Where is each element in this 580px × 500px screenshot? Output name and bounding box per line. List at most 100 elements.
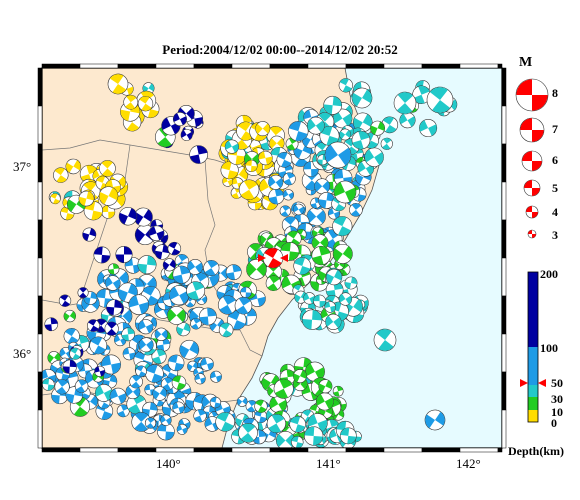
- focal-mechanism-marker: [107, 263, 120, 275]
- focal-mechanism-marker: [282, 189, 294, 201]
- magnitude-label: 4: [552, 205, 558, 219]
- focal-mechanism-marker: [393, 91, 417, 115]
- magnitude-legend: [515, 78, 549, 239]
- focal-mechanism-marker: [107, 73, 129, 95]
- focal-mechanism-marker: [304, 426, 324, 446]
- focal-mechanism-marker: [121, 327, 136, 342]
- focal-mechanism-marker: [301, 309, 323, 330]
- focal-mechanism-marker: [148, 225, 165, 242]
- focal-mechanism-marker: [268, 188, 285, 205]
- focal-mechanism-marker: [288, 120, 309, 142]
- focal-mechanism-marker: [332, 243, 353, 264]
- frame-ticks: [37, 63, 507, 453]
- depth-colorbar-title: Depth(km): [508, 444, 564, 458]
- focal-mechanism-marker: [200, 357, 214, 371]
- focal-mechanism-marker: [303, 292, 316, 305]
- focal-mechanism-marker: [74, 379, 89, 393]
- focal-mechanism-marker: [325, 268, 343, 286]
- magnitude-label: 8: [552, 86, 558, 100]
- focal-mechanism-marker: [217, 295, 238, 315]
- focal-mechanism-marker: [262, 247, 284, 269]
- depth-colorbar: [520, 271, 546, 423]
- focal-mechanism-marker: [58, 294, 72, 307]
- focal-mechanism-marker: [172, 401, 185, 415]
- focal-mechanism-marker: [266, 413, 286, 434]
- focal-mechanism-marker: [344, 276, 358, 290]
- focal-mechanism-marker: [265, 275, 282, 292]
- focal-mechanism-marker: [349, 203, 363, 217]
- colorbar-segment-deep: [528, 272, 538, 347]
- magnitude-legend-symbol: [519, 117, 545, 143]
- focal-mechanism-marker: [104, 321, 119, 336]
- focal-mechanism-marker: [323, 95, 343, 115]
- magnitude-label: 5: [552, 181, 558, 195]
- magnitude-label: 7: [552, 122, 558, 136]
- depth-tick-label: 30: [551, 392, 563, 406]
- focal-mechanism-marker: [311, 245, 331, 266]
- focal-mechanism-marker: [194, 373, 206, 385]
- focal-mechanism-marker: [225, 264, 242, 281]
- focal-mechanism-marker: [351, 130, 371, 150]
- focal-mechanism-marker: [325, 313, 342, 330]
- focal-mechanism-marker: [172, 112, 187, 127]
- y-tick-label: 37°: [13, 159, 32, 174]
- focal-mechanism-marker: [54, 379, 70, 395]
- focal-mechanism-marker: [118, 207, 138, 226]
- focal-mechanism-marker: [318, 379, 333, 394]
- focal-mechanism-marker: [238, 179, 260, 200]
- focal-mechanism-marker: [99, 160, 116, 177]
- magnitude-legend-symbol: [521, 150, 543, 172]
- focal-mechanism-marker: [171, 375, 187, 390]
- focal-mechanism-marker: [193, 409, 207, 423]
- focal-mechanism-marker: [160, 377, 175, 391]
- focal-mechanism-marker: [42, 378, 55, 391]
- focal-mechanism-marker: [101, 354, 121, 375]
- magnitude-legend-title: M: [519, 55, 533, 70]
- focal-mechanism-marker: [179, 339, 200, 360]
- focal-mechanism-marker: [122, 347, 136, 361]
- focal-mechanism-marker: [126, 394, 147, 415]
- focal-mechanism-marker: [269, 395, 288, 414]
- focal-mechanism-marker: [49, 193, 61, 205]
- focal-mechanism-marker: [215, 411, 236, 432]
- magnitude-label: 6: [552, 153, 558, 167]
- mainshock-pointer: [258, 254, 266, 262]
- focal-mechanism-marker: [338, 292, 353, 306]
- focal-mechanism-marker: [315, 392, 334, 411]
- focal-mechanism-marker: [258, 150, 273, 166]
- focal-mechanism-marker: [138, 337, 154, 353]
- focal-mechanism-marker: [273, 378, 294, 399]
- focal-mechanism-marker: [69, 347, 82, 360]
- focal-mechanism-marker: [123, 94, 139, 110]
- magnitude-legend-symbol: [523, 179, 541, 197]
- magnitude-legend-symbol: [525, 205, 539, 219]
- focal-mechanism-marker: [245, 400, 258, 413]
- focal-mechanism-marker: [63, 327, 80, 345]
- focal-mechanism-marker: [109, 387, 127, 405]
- focal-mechanism-marker: [131, 412, 152, 432]
- focal-mechanism-marker: [419, 119, 438, 138]
- focal-mechanism-marker: [370, 120, 385, 136]
- focal-mechanism-marker: [77, 287, 89, 299]
- focal-mechanism-marker: [291, 435, 304, 448]
- focal-mechanism-marker: [203, 260, 220, 277]
- focal-mechanism-marker: [364, 147, 384, 167]
- focal-mechanism-marker: [324, 141, 352, 169]
- x-tick-label: 141°: [316, 456, 341, 471]
- focal-mechanism-marker: [187, 259, 203, 275]
- focal-mechanism-marker: [210, 370, 222, 383]
- focal-mechanism-marker: [176, 423, 188, 435]
- focal-mechanism-marker: [138, 319, 154, 335]
- focal-mechanism-marker: [63, 309, 76, 323]
- focal-mechanism-marker: [186, 281, 206, 301]
- mainshock-depth-marker: [520, 379, 528, 387]
- focal-mechanism-marker: [144, 417, 157, 429]
- focal-mechanism-marker: [169, 285, 190, 306]
- focal-mechanism-marker: [276, 151, 293, 168]
- focal-mechanism-marker: [289, 415, 306, 433]
- focal-mechanism-marker: [351, 87, 373, 109]
- focal-mechanism-marker: [380, 137, 393, 150]
- focal-mechanism-marker: [424, 409, 446, 431]
- focal-mechanism-marker: [78, 190, 95, 207]
